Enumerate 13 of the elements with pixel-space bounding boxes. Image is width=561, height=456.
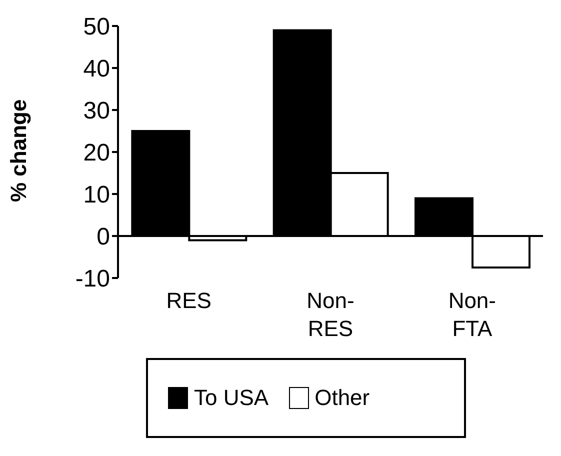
y-tick-label: 30: [83, 98, 110, 125]
y-tick-label: 10: [83, 182, 110, 209]
y-tick-label: 0: [96, 224, 110, 251]
y-tick-label: 50: [83, 14, 110, 41]
x-tick-label: Non- RES: [306, 288, 354, 341]
y-tick-label: -10: [75, 266, 110, 293]
y-axis-title: % change: [6, 99, 31, 202]
y-tick-label: 20: [83, 140, 110, 167]
legend-label: Other: [314, 385, 370, 411]
x-tick-label: Non- FTA: [448, 288, 496, 341]
x-tick-label: RES: [166, 288, 212, 313]
y-tick-label: 40: [83, 56, 110, 83]
legend-label: To USA: [193, 385, 269, 411]
